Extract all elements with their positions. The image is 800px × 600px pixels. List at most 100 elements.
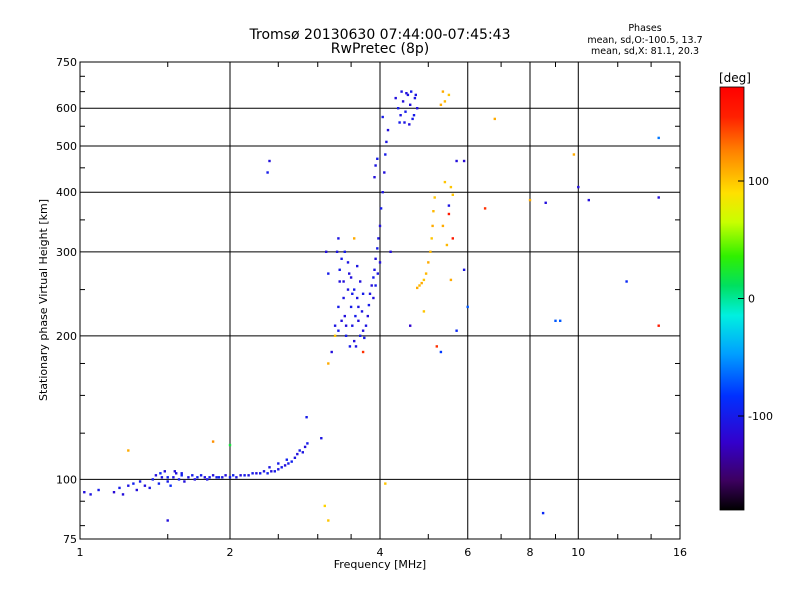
data-point [196,476,199,479]
data-point [376,247,379,250]
data-point [266,472,269,475]
x-axis-label: Frequency [MHz] [334,558,426,571]
data-point [447,93,451,97]
data-point [327,519,330,522]
chart-text: Tromsø 20130630 07:44:00-07:45:43 RwPret… [37,23,703,571]
data-point [411,117,414,121]
data-point [337,305,340,309]
data-point [413,96,417,100]
data-point [439,350,443,354]
data-point [166,476,169,479]
data-point [138,480,142,483]
data-point [228,476,232,479]
data-point [199,474,203,477]
data-points [83,90,660,522]
data-point [342,296,345,300]
data-point [361,350,365,354]
data-point [211,474,215,477]
data-point [360,310,364,313]
data-point [343,250,346,253]
data-point [83,491,86,494]
data-point [443,180,447,184]
data-point [337,237,340,240]
data-point [337,329,340,332]
data-point [554,319,557,322]
data-point [414,93,417,97]
data-point [206,478,209,481]
data-point [160,476,164,479]
data-point [447,204,451,207]
data-point [121,493,125,496]
data-point [412,114,416,117]
data-point [657,136,660,140]
data-point [366,314,369,318]
colorbar-tick-label: 100 [748,175,769,188]
data-point [151,478,154,481]
data-point [528,198,532,202]
data-point [301,451,304,454]
data-point [361,329,365,332]
data-point [277,462,280,465]
y-tick-label: 100 [56,473,77,486]
data-point [429,250,432,253]
data-point [399,114,402,117]
data-point [443,100,447,103]
data-point [127,449,130,452]
data-point [383,171,386,174]
data-point [572,153,576,156]
y-axis-label: Stationary phase Virtual Height [km] [37,199,50,401]
data-point [378,224,382,228]
data-point [183,480,186,483]
data-point [410,90,413,93]
data-point [351,324,354,327]
data-point [353,288,356,291]
data-point [541,511,545,515]
grid [80,62,680,539]
data-point [404,110,407,113]
data-point [143,484,147,487]
data-point [439,103,443,106]
colorbar-tick-label: -100 [748,410,773,423]
data-point [262,470,266,473]
data-point [97,488,100,492]
data-point [384,482,387,485]
stats-o-mode: mean, sd,O:-100.5, 13.7 [587,35,702,46]
data-point [359,280,362,283]
y-tick-label: 600 [56,102,77,115]
data-point [346,261,350,264]
colorbar-tick-label: 0 [748,293,755,306]
data-point [280,466,283,469]
data-point [397,107,400,110]
data-point [357,319,360,322]
data-point [243,474,246,477]
data-point [296,452,299,456]
data-point [403,121,406,124]
data-point [376,157,379,160]
data-point [435,345,438,348]
data-point [427,261,430,264]
data-point [657,196,660,199]
x-tick-label: 4 [377,546,384,559]
data-point [544,201,547,204]
data-point [587,198,590,202]
data-point [451,193,454,196]
data-point [290,460,293,463]
data-point [408,123,411,126]
data-point [405,92,408,95]
data-point [378,261,382,264]
data-point [127,484,130,487]
x-tick-label: 1 [77,546,84,559]
data-point [354,345,358,348]
data-point [418,284,421,287]
data-point [348,345,352,348]
data-point [354,314,357,318]
data-point [163,470,166,473]
data-point [228,443,232,447]
data-point [154,474,158,477]
data-point [449,185,453,189]
y-tick-label: 200 [56,330,77,343]
data-point [157,482,161,485]
data-point [409,324,412,327]
data-point [187,476,190,479]
